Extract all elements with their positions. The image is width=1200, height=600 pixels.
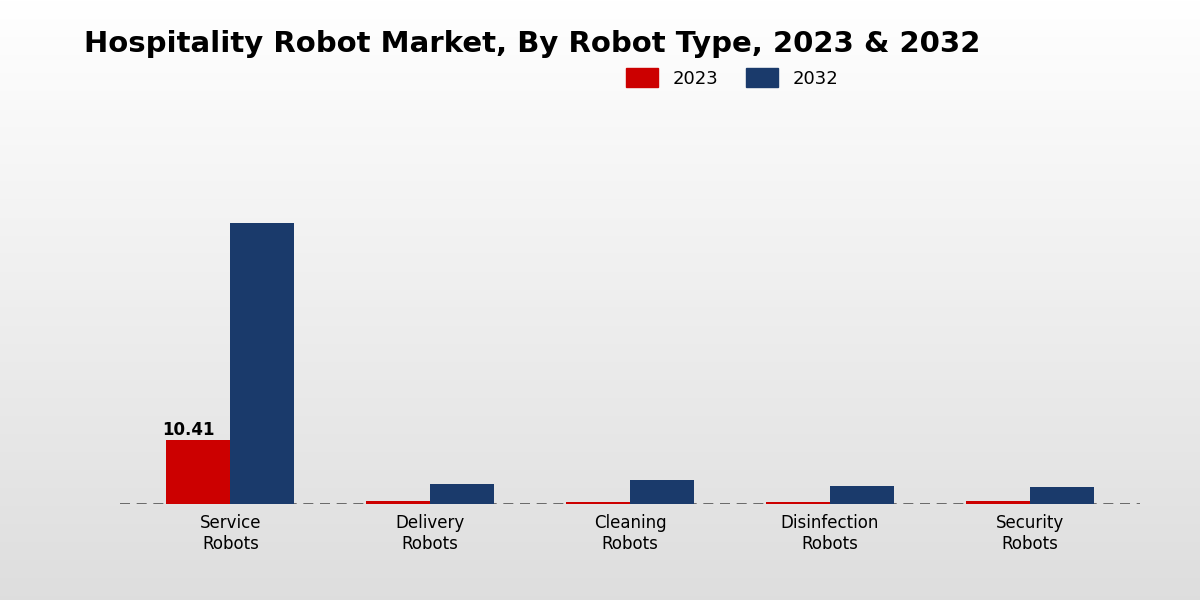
Text: Hospitality Robot Market, By Robot Type, 2023 & 2032: Hospitality Robot Market, By Robot Type,…: [84, 30, 980, 58]
Bar: [630, 479, 694, 504]
Text: 10.41: 10.41: [162, 421, 215, 439]
Bar: [966, 502, 1030, 504]
Bar: [430, 484, 494, 504]
Bar: [566, 502, 630, 504]
Bar: [1030, 487, 1093, 504]
Bar: [830, 485, 894, 504]
Legend: 2023, 2032: 2023, 2032: [617, 59, 847, 97]
Bar: [230, 223, 294, 504]
Bar: [366, 501, 430, 504]
Bar: [766, 502, 830, 504]
Bar: [167, 440, 230, 504]
